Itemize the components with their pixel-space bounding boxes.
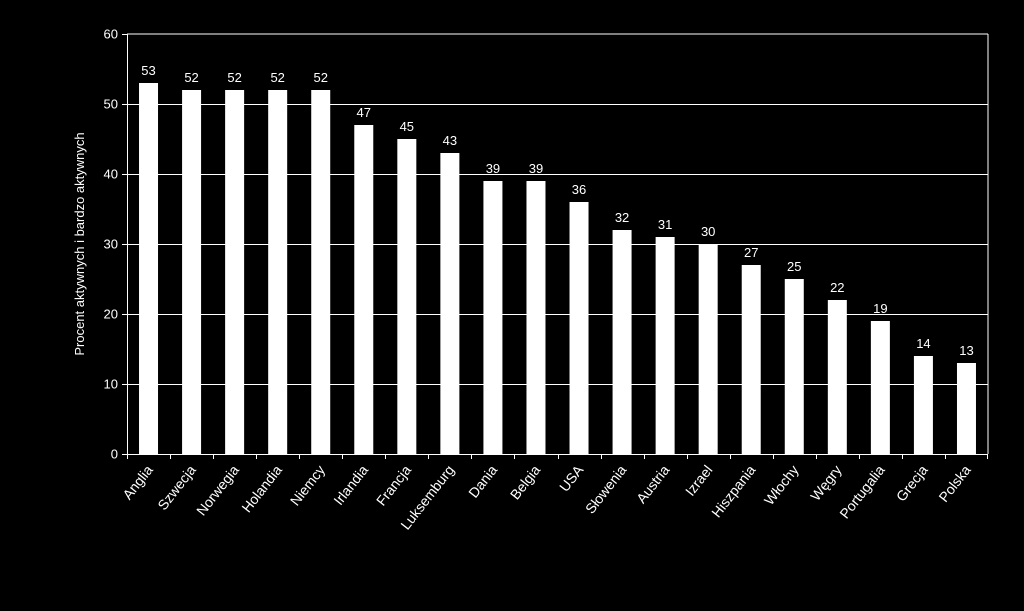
bar xyxy=(483,181,503,454)
x-category-label: Węgry xyxy=(807,462,845,504)
bar xyxy=(139,83,159,454)
x-category-label: Portugalia xyxy=(836,462,888,522)
x-category-label: Dania xyxy=(465,462,500,501)
data-label: 52 xyxy=(184,70,198,85)
x-category-label: Grecja xyxy=(893,462,931,505)
x-category-label: USA xyxy=(556,461,587,494)
x-category-label: Szwecja xyxy=(154,462,199,513)
data-label: 14 xyxy=(916,336,930,351)
bar xyxy=(397,139,417,454)
data-label: 32 xyxy=(615,210,629,225)
bar xyxy=(569,202,589,454)
data-label: 19 xyxy=(873,301,887,316)
data-label: 22 xyxy=(830,280,844,295)
x-category-label: Izrael xyxy=(682,462,716,499)
y-tick-label: 40 xyxy=(104,167,118,182)
x-category-label: Niemcy xyxy=(287,462,328,509)
y-tick-label: 20 xyxy=(104,307,118,322)
gridlines xyxy=(127,33,989,454)
bar xyxy=(698,244,718,454)
data-label: 53 xyxy=(141,63,155,78)
bar xyxy=(870,321,890,454)
bar xyxy=(354,125,374,454)
x-category-label: Norwegia xyxy=(193,462,242,519)
x-category-label: Francja xyxy=(373,462,414,509)
y-tick-label: 50 xyxy=(104,97,118,112)
data-label: 30 xyxy=(701,224,715,239)
data-label: 27 xyxy=(744,245,758,260)
data-label: 52 xyxy=(313,70,327,85)
y-tick-label: 60 xyxy=(104,27,118,42)
bar xyxy=(827,300,847,454)
data-label: 52 xyxy=(270,70,284,85)
data-label: 39 xyxy=(529,161,543,176)
bar xyxy=(655,237,675,454)
bar xyxy=(956,363,976,454)
data-label: 13 xyxy=(959,343,973,358)
x-category-label: Anglia xyxy=(119,462,156,503)
bar xyxy=(182,90,202,454)
bar xyxy=(526,181,546,454)
x-category-label: Belgia xyxy=(507,462,544,503)
bar xyxy=(440,153,460,454)
bar xyxy=(784,279,804,454)
axes xyxy=(122,34,988,459)
y-tick-label: 10 xyxy=(104,377,118,392)
bar xyxy=(913,356,933,454)
y-tick-label: 30 xyxy=(104,237,118,252)
x-category-label: Irlandia xyxy=(330,462,371,508)
data-label: 52 xyxy=(227,70,241,85)
data-label: 25 xyxy=(787,259,801,274)
x-category-label: Słowenia xyxy=(582,462,630,517)
bar xyxy=(268,90,288,454)
bar xyxy=(225,90,245,454)
data-label: 45 xyxy=(400,119,414,134)
y-tick-label: 0 xyxy=(111,447,118,462)
x-category-label: Holandia xyxy=(238,462,285,516)
bars xyxy=(139,83,976,454)
x-category-label: Hiszpania xyxy=(708,462,759,520)
data-label: 31 xyxy=(658,217,672,232)
x-category-label: Polska xyxy=(935,462,974,505)
data-label: 39 xyxy=(486,161,500,176)
bar xyxy=(612,230,632,454)
y-axis-title: Procent aktywnych i bardzo aktywnych xyxy=(72,132,87,355)
bar xyxy=(311,90,331,454)
data-label: 43 xyxy=(443,133,457,148)
x-category-label: Austria xyxy=(633,462,673,506)
data-label: 36 xyxy=(572,182,586,197)
data-label: 47 xyxy=(357,105,371,120)
x-category-label: Włochy xyxy=(761,462,802,508)
bar xyxy=(741,265,761,454)
